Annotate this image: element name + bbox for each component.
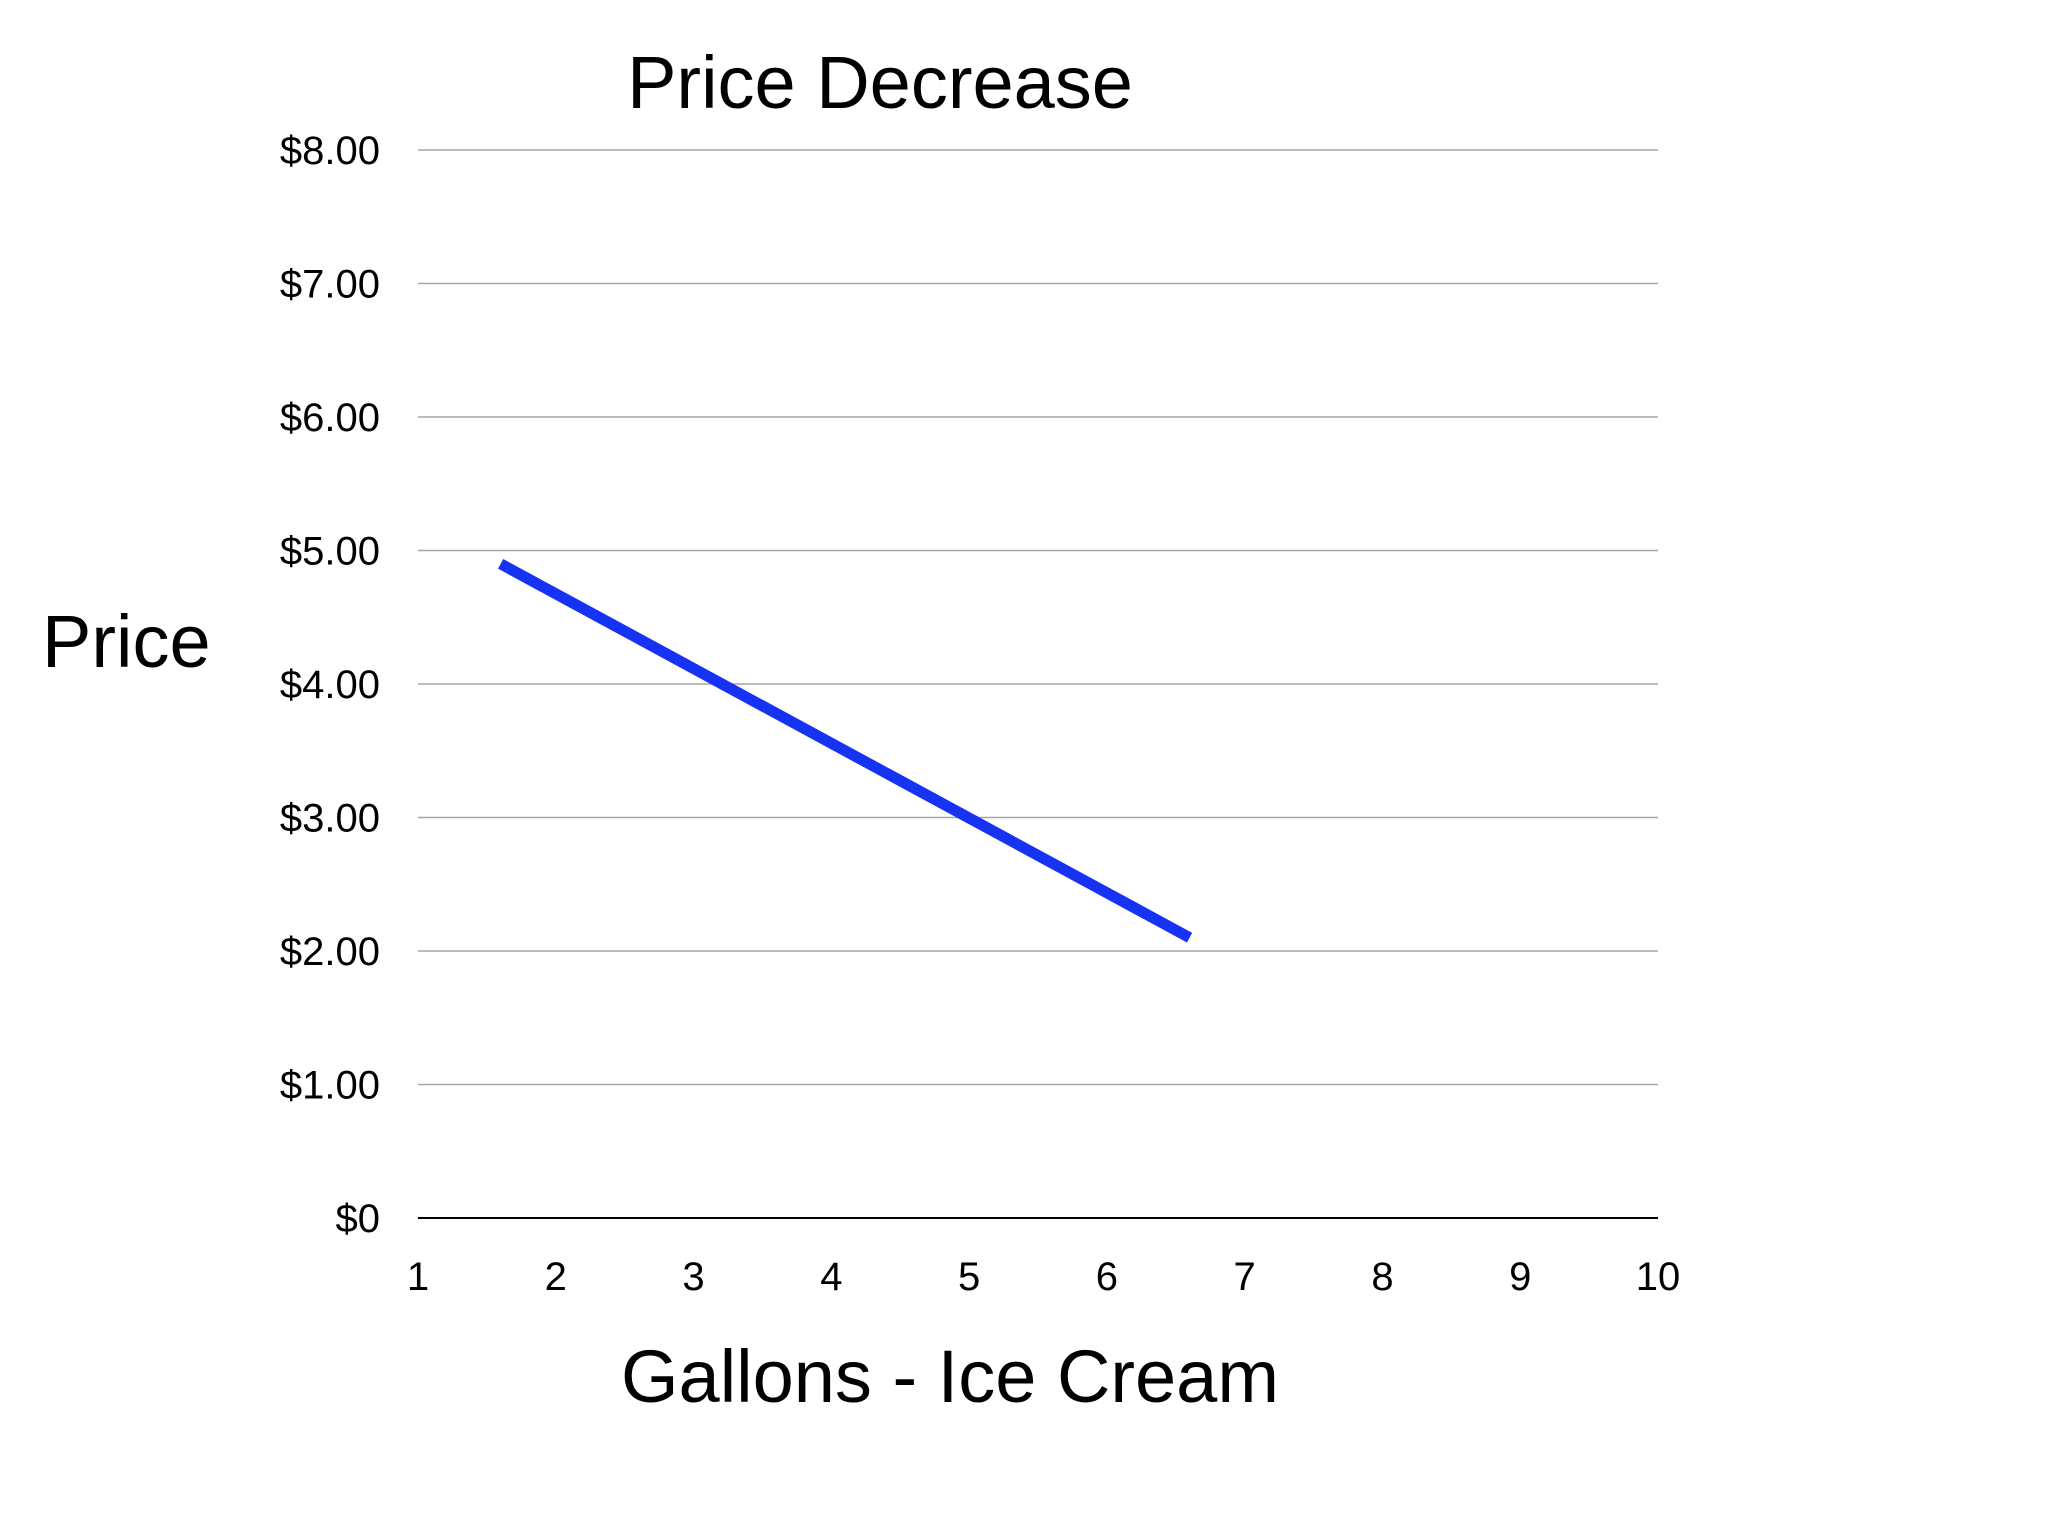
x-tick-label: 4	[820, 1255, 842, 1299]
series-line	[498, 559, 1193, 943]
x-tick-label: 2	[545, 1255, 567, 1299]
y-axis-tick-labels: $0 $1.00 $2.00 $3.00 $4.00 $5.00 $6.00 $7.00 $8.…	[280, 129, 380, 1241]
x-axis-tick-labels: 1 2 3 4 5 6 7 8 9 10	[407, 1255, 1680, 1299]
y-tick-label: $1.00	[280, 1064, 380, 1108]
x-tick-label: 10	[1636, 1255, 1681, 1299]
x-tick-label: 1	[407, 1255, 429, 1299]
chart-title: Price Decrease	[627, 41, 1133, 124]
y-axis-title: Price	[42, 600, 211, 683]
y-tick-label: $7.00	[280, 263, 380, 307]
x-tick-label: 9	[1509, 1255, 1531, 1299]
y-tick-label: $4.00	[280, 663, 380, 707]
gridlines	[418, 149, 1658, 1219]
y-tick-label: $3.00	[280, 797, 380, 841]
y-tick-label: $6.00	[280, 396, 380, 440]
x-tick-label: 6	[1096, 1255, 1118, 1299]
y-tick-label: $0	[336, 1197, 381, 1241]
y-tick-label: $8.00	[280, 129, 380, 173]
x-tick-label: 7	[1234, 1255, 1256, 1299]
y-tick-label: $5.00	[280, 530, 380, 574]
x-tick-label: 5	[958, 1255, 980, 1299]
y-tick-label: $2.00	[280, 930, 380, 974]
x-axis-title: Gallons - Ice Cream	[621, 1335, 1279, 1418]
plot-series	[498, 559, 1193, 943]
x-tick-label: 3	[682, 1255, 704, 1299]
x-tick-label: 8	[1371, 1255, 1393, 1299]
